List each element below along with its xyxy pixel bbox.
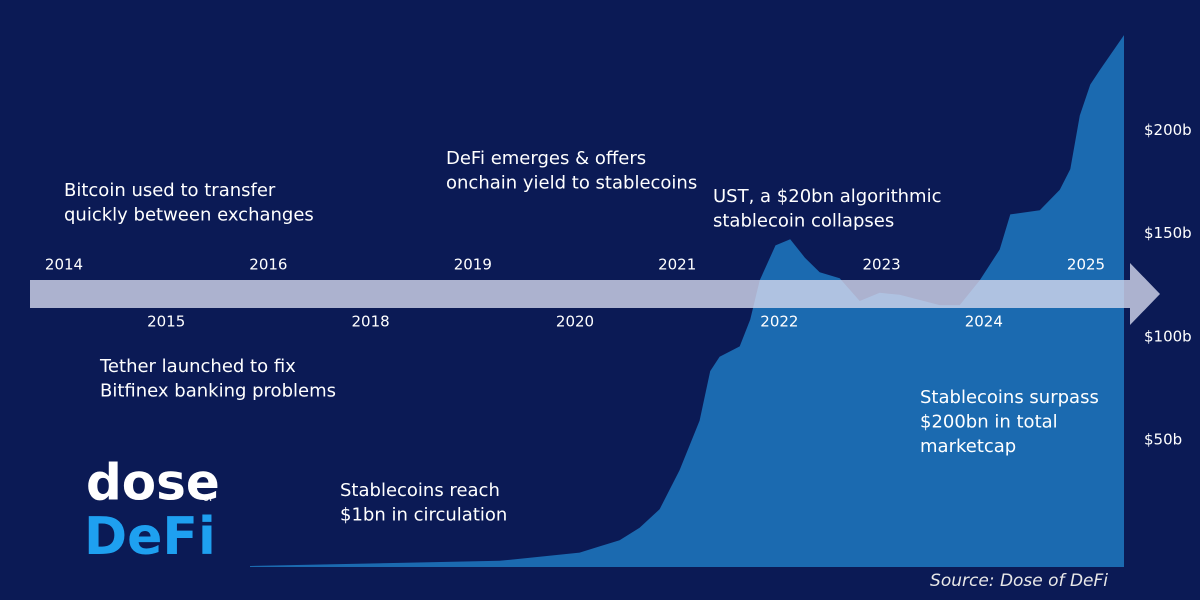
timeline-label: 2014	[45, 256, 83, 274]
logo-bottom: DeFi	[84, 507, 216, 567]
annotation: $200bn in total	[920, 412, 1058, 433]
annotation: DeFi emerges & offers	[446, 148, 646, 169]
area	[250, 35, 1124, 568]
timeline-label: 2025	[1067, 256, 1105, 274]
y-tick-label: $100b	[1144, 327, 1192, 345]
timeline-label: 2016	[249, 256, 287, 274]
annotation: onchain yield to stablecoins	[446, 173, 697, 194]
annotation: stablecoin collapses	[713, 211, 894, 232]
y-tick-label: $50b	[1144, 430, 1182, 448]
plot	[250, 35, 1124, 568]
logo-small: of	[203, 493, 213, 504]
annotation: quickly between exchanges	[64, 205, 314, 226]
timeline-label: 2015	[147, 313, 185, 331]
timeline-label: 2022	[760, 313, 798, 331]
annotation: Stablecoins reach	[340, 480, 500, 501]
timeline-arrow	[30, 263, 1160, 325]
logo-top: dose	[86, 454, 220, 512]
timeline-label: 2024	[965, 313, 1003, 331]
timeline-label: 2020	[556, 313, 594, 331]
y-tick-label: $200b	[1144, 121, 1192, 139]
source: Source: Dose of DeFi	[930, 571, 1108, 591]
labels: $50b $100b $150b $200b 2014 2015 2016 2018 2019 2…	[45, 121, 1192, 525]
annotation: Bitfinex banking problems	[100, 381, 336, 402]
timeline-label: 2021	[658, 256, 696, 274]
annotation: marketcap	[920, 436, 1016, 457]
annotation: Stablecoins surpass	[920, 387, 1099, 408]
timeline-label: 2023	[863, 256, 901, 274]
annotation: UST, a $20bn algorithmic	[713, 186, 941, 207]
y-tick-label: $150b	[1144, 224, 1192, 242]
annotation: Bitcoin used to transfer	[64, 180, 276, 201]
annotation: $1bn in circulation	[340, 505, 507, 526]
timeline-label: 2018	[352, 313, 390, 331]
annotation: Tether launched to fix	[99, 356, 296, 377]
timeline-label: 2019	[454, 256, 492, 274]
